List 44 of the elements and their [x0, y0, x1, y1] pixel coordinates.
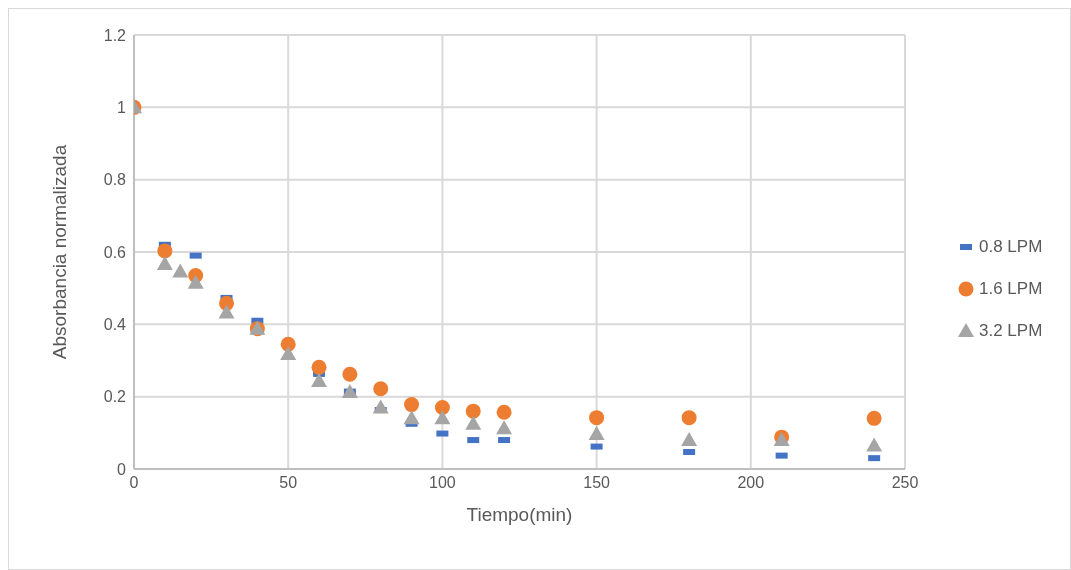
y-tick-label: 0.8	[103, 171, 127, 189]
y-tick-label: 0.6	[103, 243, 127, 261]
x-tick-label: 150	[583, 474, 611, 492]
point	[218, 304, 235, 319]
point	[496, 420, 513, 435]
point	[280, 345, 297, 360]
point	[156, 255, 173, 270]
x-axis-title: Tiempo(min)	[466, 504, 573, 525]
y-tick-label: 0.4	[103, 316, 127, 334]
legend-label: 0.8 LPM	[979, 237, 1043, 257]
x-tick-label: 50	[279, 474, 298, 492]
y-tick-label: 1.2	[103, 26, 127, 44]
x-tick-label: 250	[891, 474, 919, 492]
point	[434, 400, 450, 415]
point	[172, 263, 189, 278]
x-tick-label: 100	[429, 474, 456, 492]
point	[496, 404, 512, 420]
y-tick-label: 0.2	[103, 388, 127, 406]
y-tick-label: 1	[117, 99, 127, 117]
point	[465, 403, 481, 419]
x-tick-label: 0	[129, 474, 139, 492]
point	[342, 366, 358, 382]
x-tick-label: 200	[737, 474, 765, 492]
point	[681, 410, 697, 426]
point	[187, 274, 204, 289]
point	[403, 410, 420, 425]
legend-label: 3.2 LPM	[979, 321, 1043, 341]
legend-label: 1.6 LPM	[979, 279, 1043, 299]
point	[157, 243, 173, 259]
point	[866, 410, 882, 426]
point	[341, 383, 358, 398]
point	[681, 432, 698, 447]
point	[589, 410, 605, 426]
y-axis-title: Absorbancia normalizada	[48, 144, 70, 360]
point	[465, 415, 482, 430]
point	[434, 410, 451, 425]
point	[588, 425, 605, 440]
point	[311, 373, 328, 388]
point	[372, 399, 389, 414]
point	[404, 397, 420, 413]
point	[866, 437, 883, 452]
point	[373, 381, 389, 397]
y-tick-label: 0	[117, 460, 127, 478]
point	[311, 359, 327, 375]
